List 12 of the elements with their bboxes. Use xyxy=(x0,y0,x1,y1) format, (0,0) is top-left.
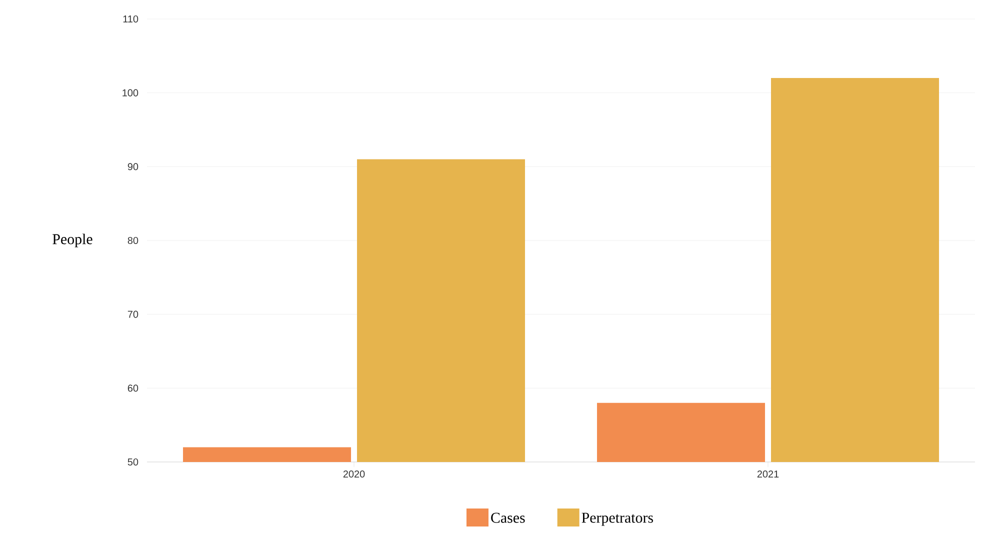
y-axis-title: People xyxy=(52,234,92,248)
y-tick-label: 50 xyxy=(128,458,138,466)
x-tick-label: 2020 xyxy=(343,470,365,478)
y-tick-label: 70 xyxy=(128,310,138,318)
legend-label: Cases xyxy=(491,512,525,523)
x-tick-label: 2021 xyxy=(757,470,779,478)
y-tick-label: 100 xyxy=(122,89,138,96)
y-tick-label: 110 xyxy=(123,15,138,23)
y-tick-label: 90 xyxy=(128,163,138,170)
legend-label: Perpetrators xyxy=(582,512,653,526)
y-tick-label: 80 xyxy=(128,236,138,244)
y-tick-label: 60 xyxy=(128,384,138,392)
